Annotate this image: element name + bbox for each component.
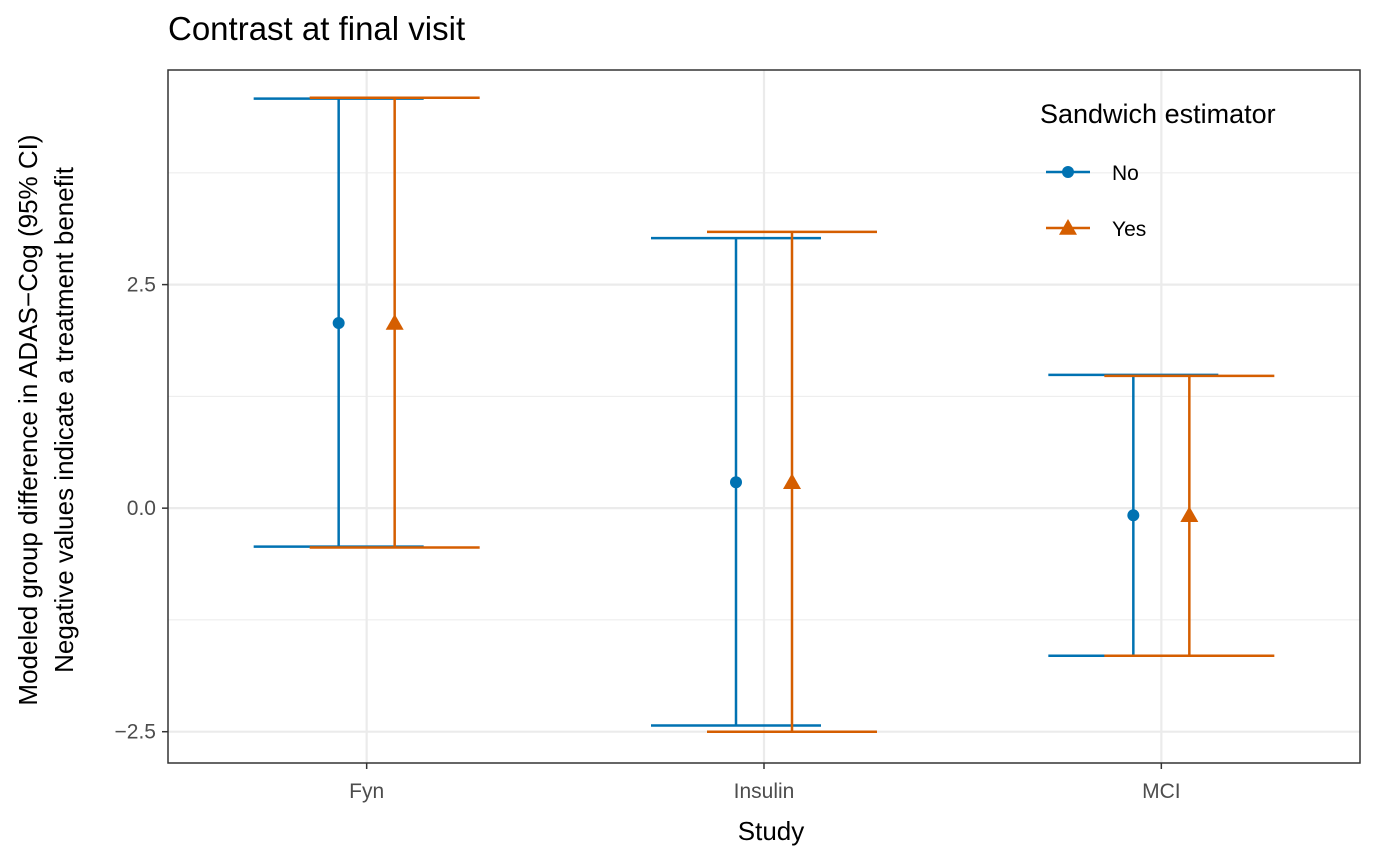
legend-key-yes	[1046, 219, 1090, 235]
legend-label-yes: Yes	[1112, 218, 1146, 241]
axis-layer: −2.5 0.0 2.5 Fyn Insulin MCI	[115, 274, 1181, 803]
point-estimate-triangle	[1180, 506, 1199, 523]
point-estimate-triangle	[385, 314, 404, 330]
y-axis-title-line2: Negative values indicate a treatment ben…	[49, 166, 79, 673]
point-estimate-triangle	[783, 473, 801, 489]
legend-key-circle	[1062, 166, 1074, 178]
x-tick-label: Fyn	[349, 780, 384, 803]
grid-layer	[168, 70, 1360, 763]
point-estimate-circle	[1127, 509, 1140, 522]
y-tick-label: 2.5	[127, 274, 156, 297]
point-estimate-circle	[730, 476, 742, 489]
legend-title: Sandwich estimator	[1040, 99, 1276, 129]
chart-title: Contrast at final visit	[168, 10, 465, 47]
legend-key-no	[1046, 166, 1090, 178]
errorbar-yes-insulin	[707, 230, 877, 733]
y-tick-label: −2.5	[115, 721, 156, 744]
errorbar-yes-mci	[1104, 374, 1275, 657]
errorbar-yes-fyn	[309, 96, 480, 549]
legend-key-triangle	[1059, 219, 1077, 235]
x-tick-label: MCI	[1142, 780, 1181, 803]
y-tick-label: 0.0	[127, 497, 156, 520]
x-tick-label: Insulin	[734, 780, 795, 803]
point-estimate-circle	[332, 317, 345, 330]
x-axis-title: Study	[738, 816, 805, 846]
y-axis-title-line1: Modeled group difference in ADAS−Cog (95…	[13, 134, 43, 705]
data-layer	[253, 96, 1275, 733]
legend-label-no: No	[1112, 162, 1139, 185]
legend: Sandwich estimator No Yes	[1040, 99, 1276, 241]
